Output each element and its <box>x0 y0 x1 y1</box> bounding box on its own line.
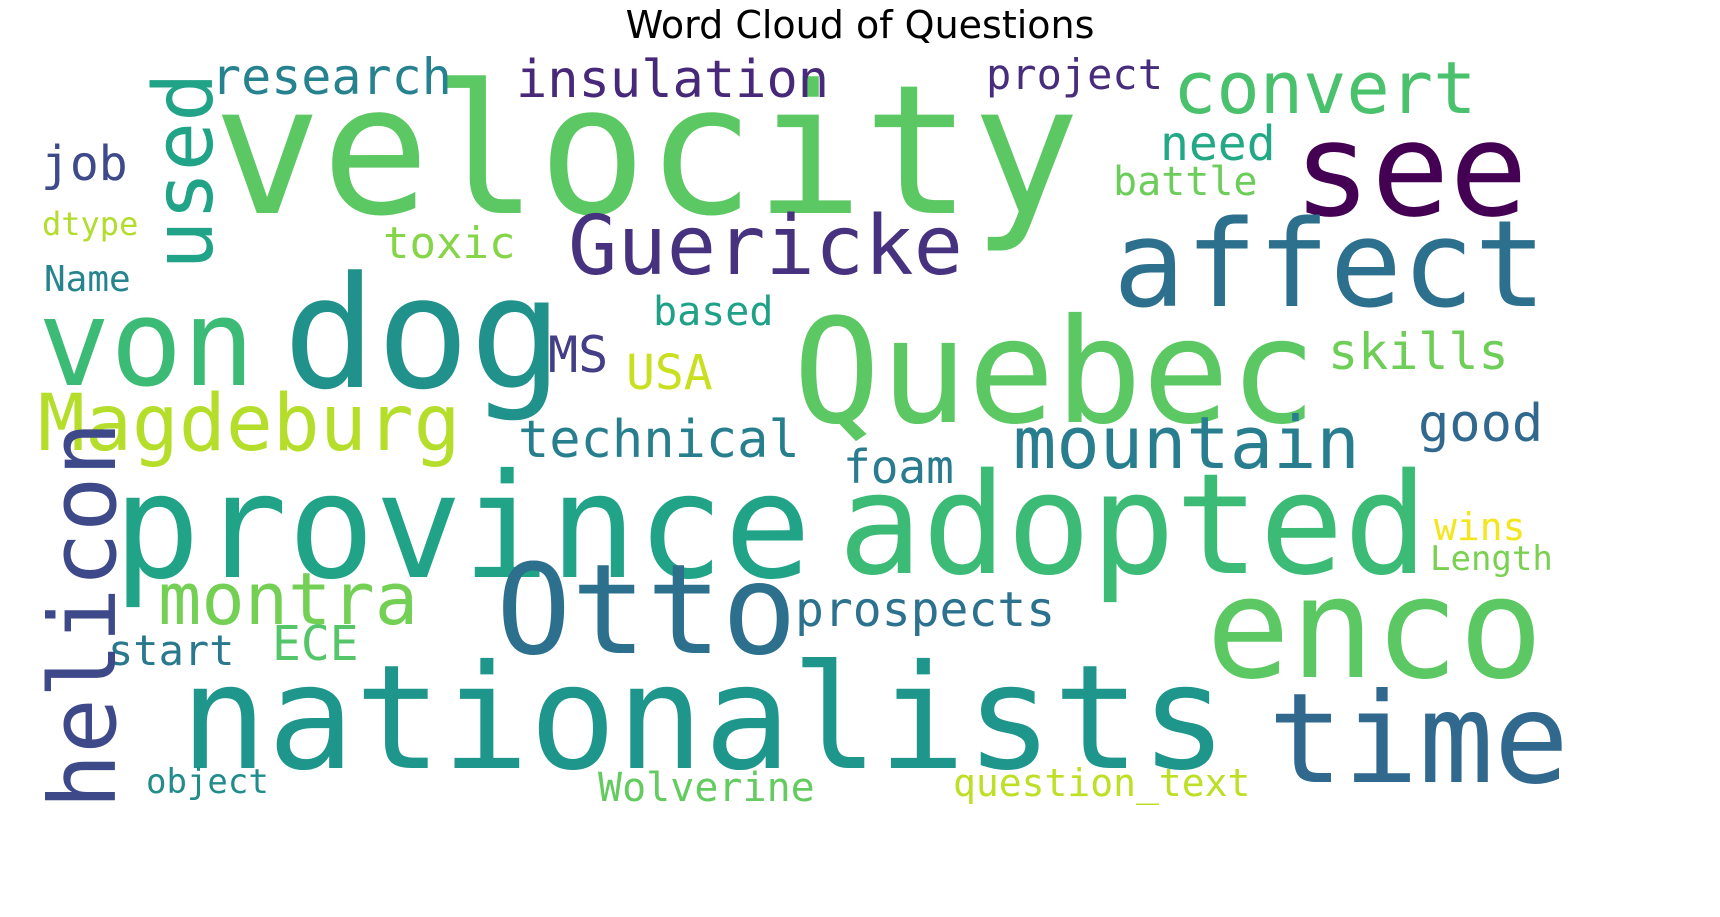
word-dtype: dtype <box>42 205 139 243</box>
word-von: von <box>38 275 255 414</box>
word-skills: skills <box>1328 323 1509 381</box>
word-technical: technical <box>518 410 800 470</box>
word-foam: foam <box>843 440 954 494</box>
word-time: time <box>1268 667 1570 812</box>
word-start: start <box>108 626 235 675</box>
word-battle: battle <box>1113 159 1258 205</box>
word-ms: MS <box>548 326 609 384</box>
word-research: research <box>211 52 452 106</box>
word-province: province <box>113 443 812 612</box>
word-wins: wins <box>1434 505 1526 549</box>
word-object: object <box>146 762 269 802</box>
word-velocity: velocity <box>213 52 1080 256</box>
word-toxic: toxic <box>383 218 516 269</box>
word-helicon: helicon <box>38 421 137 809</box>
word-convert: convert <box>1173 52 1477 130</box>
word-see: see <box>1293 94 1528 246</box>
word-cloud: velocity see affect Quebec dog von provi… <box>38 52 1678 898</box>
word-enco: enco <box>1206 548 1544 711</box>
chart-title: Word Cloud of Questions <box>625 3 1095 47</box>
word-wolverine: Wolverine <box>598 765 815 811</box>
word-ece: ECE <box>272 616 359 672</box>
word-job: job <box>41 136 128 192</box>
word-name: Name <box>44 259 131 300</box>
word-magdeburg: Magdeburg <box>38 379 461 469</box>
word-otto: Otto <box>496 538 798 683</box>
word-used: used <box>137 72 232 270</box>
word-nationalists: nationalists <box>180 634 1228 803</box>
word-length: Length <box>1430 539 1553 579</box>
word-adopted: adopted <box>838 444 1429 607</box>
word-prospects: prospects <box>795 582 1056 638</box>
word-good: good <box>1418 394 1544 454</box>
word-mountain: mountain <box>1013 401 1360 485</box>
word-need: need <box>1160 116 1276 172</box>
word-based: based <box>653 289 774 335</box>
word-usa: USA <box>626 345 713 401</box>
word-dog: dog <box>283 243 563 424</box>
word-guericke: Guericke <box>568 199 963 294</box>
word-affect: affect <box>1113 196 1547 335</box>
word-insulation: insulation <box>516 52 830 110</box>
word-question-text: question_text <box>953 761 1251 805</box>
word-quebec: Quebec <box>793 288 1317 457</box>
word-project: project <box>986 52 1164 99</box>
word-montra: montra <box>158 557 419 641</box>
